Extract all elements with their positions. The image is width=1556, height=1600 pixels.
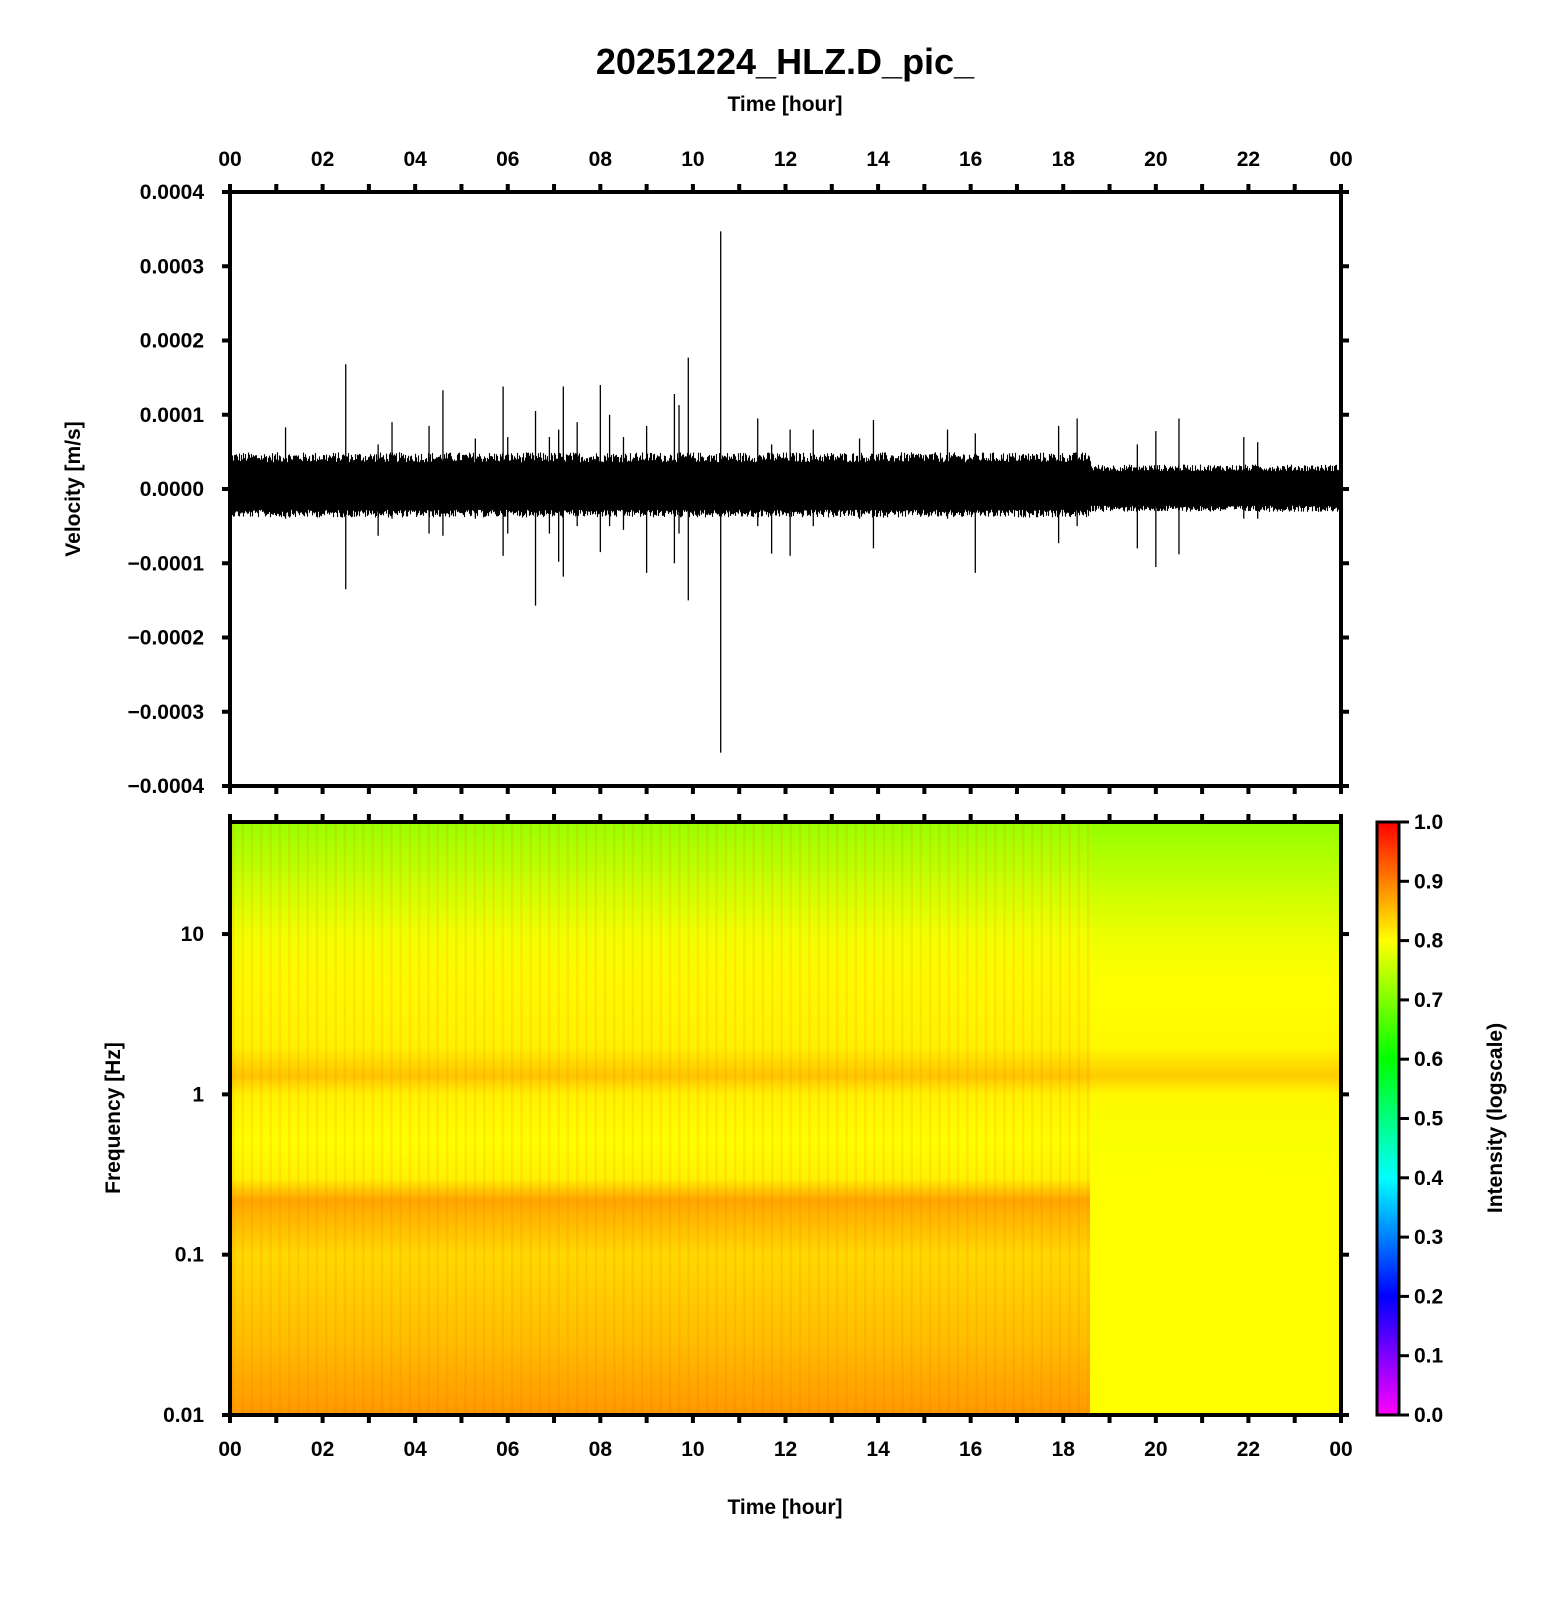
colorbar-gradient — [1375, 820, 1401, 1417]
x-tick-label: 02 — [311, 1438, 334, 1461]
x-tick-label: 00 — [1329, 148, 1352, 171]
spectrogram-image-quiet — [1090, 822, 1341, 1415]
colorbar-tick-label: 0.5 — [1414, 1108, 1444, 1131]
colorbar-tick-label: 0.7 — [1414, 989, 1443, 1012]
seismogram-y-ticks: 0.0004 0.0003 0.0002 0.0001 0.0000 −0.0001 −0.… — [128, 181, 1349, 798]
spectrogram-bottom-x-ticks: 00 02 04 06 08 10 12 14 16 18 20 22 00 — [218, 1415, 1353, 1461]
x-tick-label: 08 — [589, 148, 613, 171]
spectrogram-y-ticks: 10 1 0.1 0.01 — [163, 923, 1349, 1427]
y-tick-label: 0.0004 — [140, 181, 205, 204]
spectrogram-y-axis-label: Frequency [Hz] — [102, 1042, 125, 1194]
x-tick-label: 00 — [218, 1438, 241, 1461]
seismogram-top-x-ticks: 00 02 04 06 08 10 12 14 16 18 20 22 00 — [218, 148, 1353, 192]
seismogram-panel: 00 02 04 06 08 10 12 14 16 18 20 22 00 0.00040.00030… — [62, 148, 1353, 798]
x-tick-label: 00 — [218, 148, 241, 171]
y-tick-label: 0.0002 — [140, 330, 204, 353]
y-tick-label: 0.0000 — [140, 478, 204, 501]
colorbar-tick-label: 0.9 — [1414, 870, 1443, 893]
x-tick-label: 06 — [496, 148, 519, 171]
x-tick-label: 10 — [681, 148, 704, 171]
y-tick-label: −0.0004 — [128, 775, 205, 798]
y-tick-label: −0.0003 — [128, 701, 205, 724]
spectrogram-stripes — [230, 822, 1090, 1415]
seismogram-y-axis-label: Velocity [m/s] — [62, 421, 85, 556]
x-tick-label: 10 — [681, 1438, 704, 1461]
x-tick-label: 20 — [1144, 148, 1167, 171]
y-tick-label: 0.0001 — [140, 404, 205, 427]
x-tick-label: 18 — [1052, 1438, 1076, 1461]
x-tick-label: 04 — [403, 148, 427, 171]
x-tick-label: 04 — [403, 1438, 427, 1461]
y-tick-label: 10 — [181, 923, 204, 946]
colorbar-label: Intensity (logscale) — [1484, 1023, 1507, 1213]
y-tick-label: 0.1 — [175, 1244, 205, 1267]
colorbar-tick-label: 0.8 — [1414, 930, 1444, 953]
colorbar-tick-label: 0.2 — [1414, 1285, 1443, 1308]
x-tick-label: 16 — [959, 148, 982, 171]
x-tick-label: 06 — [496, 1438, 519, 1461]
colorbar-tick-label: 0.1 — [1414, 1345, 1444, 1368]
x-tick-label: 14 — [866, 148, 890, 171]
y-tick-label: 1 — [192, 1083, 204, 1106]
colorbar-tick-label: 0.3 — [1414, 1226, 1443, 1249]
x-tick-label: 22 — [1237, 148, 1260, 171]
figure-title: 20251224_HLZ.D_pic_ — [596, 41, 975, 82]
bottom-x-axis-label: Time [hour] — [727, 1496, 842, 1519]
spectrogram-panel: 00 02 04 06 08 10 12 14 16 18 20 22 00 10 1 0.1 0.01 Fr… — [102, 814, 1353, 1519]
colorbar-tick-label: 0.6 — [1414, 1048, 1443, 1071]
x-tick-label: 14 — [866, 1438, 890, 1461]
x-tick-label: 20 — [1144, 1438, 1167, 1461]
x-tick-label: 12 — [774, 148, 797, 171]
x-tick-label: 18 — [1052, 148, 1076, 171]
colorbar-tick-label: 0.0 — [1414, 1404, 1443, 1427]
y-tick-label: −0.0001 — [128, 552, 205, 575]
x-tick-label: 08 — [589, 1438, 613, 1461]
colorbar-tick-label: 1.0 — [1414, 811, 1443, 834]
y-tick-label: 0.01 — [163, 1404, 204, 1427]
spectrogram-top-x-ticks — [228, 814, 1343, 822]
y-tick-label: −0.0002 — [128, 627, 205, 650]
colorbar-tick-label: 0.4 — [1414, 1167, 1444, 1190]
x-tick-label: 02 — [311, 148, 334, 171]
y-tick-label: 0.0003 — [140, 255, 204, 278]
seismogram-trace — [230, 231, 1341, 753]
x-tick-label: 00 — [1329, 1438, 1352, 1461]
top-x-axis-label: Time [hour] — [727, 93, 842, 116]
colorbar: 1.0 0.9 0.8 0.7 0.6 0.5 0.4 0.3 0.2 0.1 0.0 Intens… — [1375, 811, 1507, 1427]
seismogram-bottom-x-ticks — [228, 786, 1343, 794]
x-tick-label: 16 — [959, 1438, 982, 1461]
colorbar-ticks: 1.0 0.9 0.8 0.7 0.6 0.5 0.4 0.3 0.2 0.1 0.0 — [1399, 811, 1444, 1427]
x-tick-label: 22 — [1237, 1438, 1260, 1461]
x-tick-label: 12 — [774, 1438, 797, 1461]
